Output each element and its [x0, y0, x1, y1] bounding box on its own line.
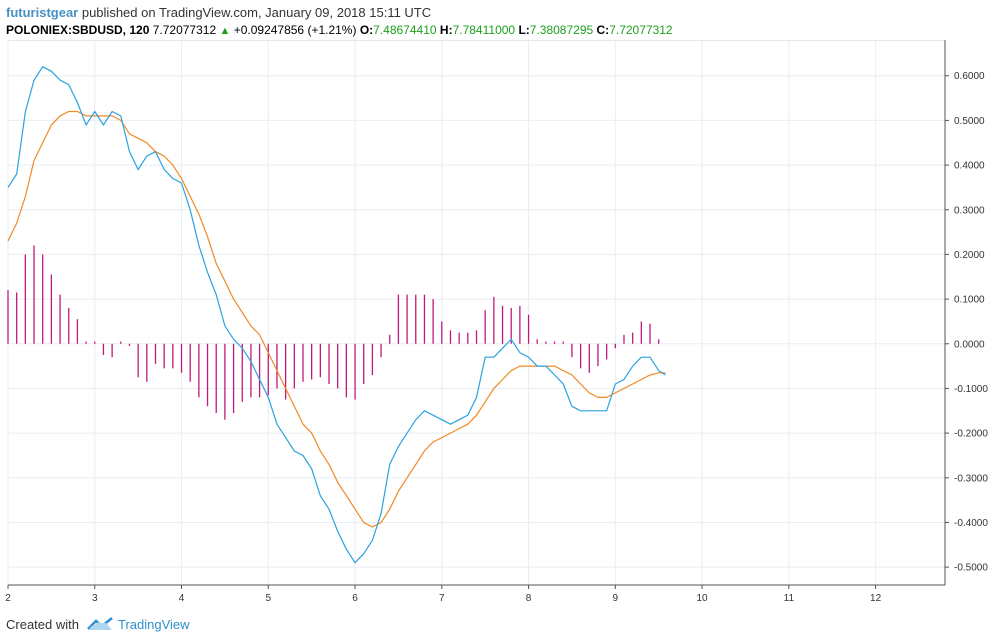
x-tick-label: 10 [697, 593, 709, 604]
y-tick-label: -0.4000 [954, 518, 988, 529]
x-tick-label: 5 [265, 593, 271, 604]
y-tick-label: -0.2000 [954, 429, 988, 440]
created-with-text: Created with [6, 617, 79, 632]
x-tick-label: 6 [352, 593, 358, 604]
plot-area [7, 39, 946, 586]
symbol-label: POLONIEX:SBDUSD, 120 [6, 23, 150, 37]
last-price: 7.72077312 [152, 23, 217, 37]
x-tick-label: 9 [613, 593, 619, 604]
high-label: H: [439, 23, 453, 37]
open-label: O: [359, 23, 374, 37]
macd-line [7, 66, 666, 564]
y-tick-label: -0.3000 [954, 473, 988, 484]
low-value: 7.38087295 [529, 23, 594, 37]
publish-info: futuristgear published on TradingView.co… [6, 5, 431, 20]
published-text: published on TradingView.com, January 09… [78, 5, 432, 20]
y-tick-label: 0.6000 [954, 71, 985, 82]
close-value: 7.72077312 [609, 23, 673, 37]
chart-header: futuristgear published on TradingView.co… [0, 0, 1002, 40]
macd-chart[interactable]: 0.6000 0.5000 0.4000 0.3000 0.2000 0.1000 0.00… [0, 39, 1002, 606]
x-tick-label: 11 [784, 593, 795, 604]
x-tick-label: 8 [526, 593, 532, 604]
x-tick-label: 12 [870, 593, 882, 604]
symbol-info: POLONIEX:SBDUSD, 120 7.72077312 ▲ +0.092… [6, 23, 673, 37]
footer: Created with TradingView [0, 606, 1002, 642]
open-value: 7.48674410 [373, 23, 437, 37]
signal-line [7, 110, 666, 528]
y-tick-label: 0.3000 [954, 205, 985, 216]
y-tick-label: 0.5000 [954, 116, 985, 127]
tradingview-logo-icon[interactable] [86, 616, 114, 632]
y-tick-label: 0.1000 [954, 295, 985, 306]
x-tick-label: 2 [5, 593, 11, 604]
x-tick-label: 4 [179, 593, 185, 604]
chart-area[interactable]: 0.6000 0.5000 0.4000 0.3000 0.2000 0.1000 0.00… [0, 39, 1002, 606]
author-link[interactable]: futuristgear [6, 5, 79, 20]
tradingview-brand[interactable]: TradingView [118, 617, 190, 632]
close-label: C: [596, 23, 610, 37]
up-arrow-icon: ▲ [219, 25, 231, 37]
price-change: +0.09247856 (+1.21%) [233, 23, 357, 37]
y-tick-label: -0.1000 [954, 384, 988, 395]
y-tick-label: 0.2000 [954, 250, 985, 261]
x-tick-label: 7 [439, 593, 445, 604]
y-tick-label: 0.0000 [954, 339, 985, 350]
x-tick-label: 3 [92, 593, 98, 604]
y-tick-label: 0.4000 [954, 161, 985, 172]
high-value: 7.78411000 [452, 23, 516, 37]
low-label: L: [518, 23, 530, 37]
y-tick-label: -0.5000 [954, 563, 988, 574]
